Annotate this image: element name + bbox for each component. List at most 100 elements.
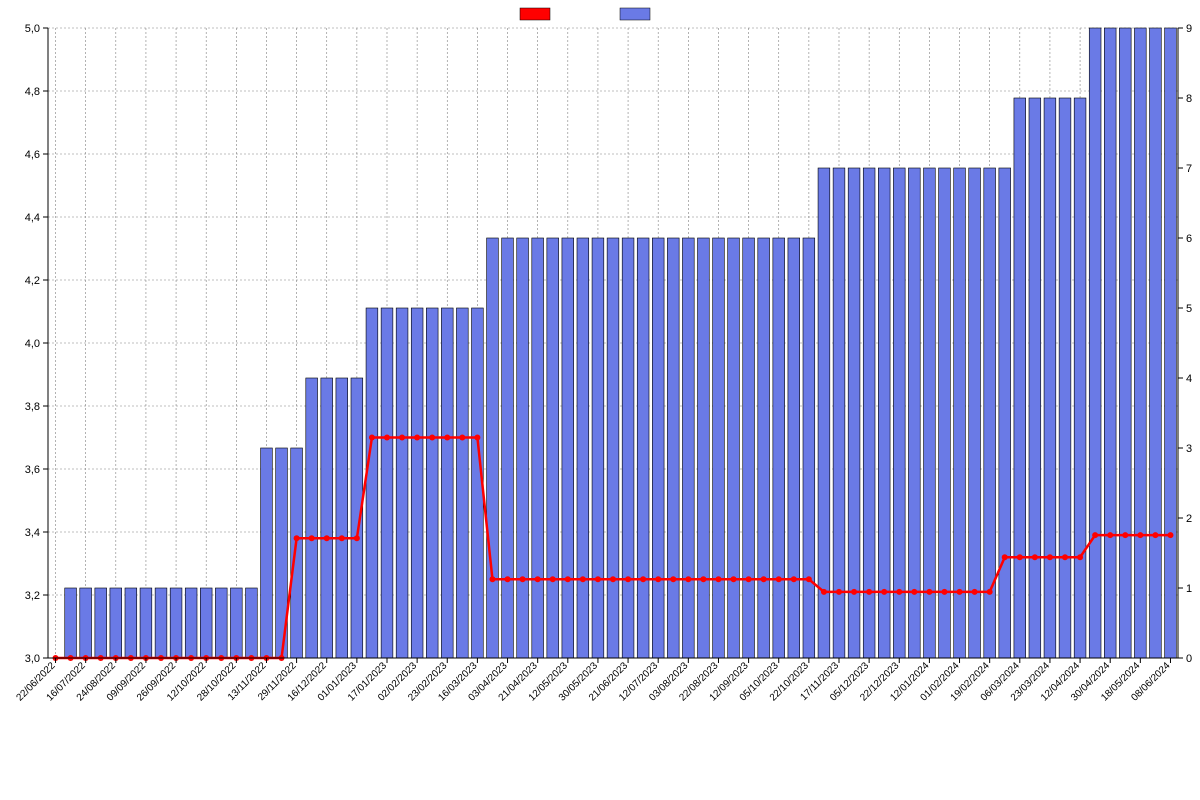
line-marker xyxy=(881,589,887,595)
bar xyxy=(954,168,966,658)
bar xyxy=(215,588,227,658)
bar xyxy=(758,238,770,658)
legend-line-swatch xyxy=(520,8,550,20)
line-marker xyxy=(866,589,872,595)
combo-chart: 3,03,23,43,63,84,04,24,44,64,85,00123456… xyxy=(0,0,1200,800)
bar xyxy=(246,588,258,658)
line-marker xyxy=(791,576,797,582)
line-marker xyxy=(746,576,752,582)
line-marker xyxy=(1152,532,1158,538)
line-marker xyxy=(580,576,586,582)
bar xyxy=(773,238,785,658)
bar xyxy=(140,588,152,658)
line-marker xyxy=(520,576,526,582)
chart-svg: 3,03,23,43,63,84,04,24,44,64,85,00123456… xyxy=(0,0,1200,800)
bar xyxy=(1014,98,1026,658)
right-axis-tick-label: 7 xyxy=(1186,163,1192,175)
bar xyxy=(411,308,423,658)
bar xyxy=(396,308,408,658)
line-marker xyxy=(565,576,571,582)
bar xyxy=(743,238,755,658)
line-marker xyxy=(1122,532,1128,538)
line-marker xyxy=(1062,554,1068,560)
bar xyxy=(487,238,499,658)
bar xyxy=(728,238,740,658)
line-marker xyxy=(309,535,315,541)
right-axis-tick-label: 2 xyxy=(1186,513,1192,525)
line-marker xyxy=(1077,554,1083,560)
bar xyxy=(200,588,212,658)
legend-bar-swatch xyxy=(620,8,650,20)
line-marker xyxy=(550,576,556,582)
bar xyxy=(848,168,860,658)
line-marker xyxy=(806,576,812,582)
bar xyxy=(939,168,951,658)
bar xyxy=(893,168,905,658)
bar xyxy=(1134,28,1146,658)
line-marker xyxy=(1167,532,1173,538)
bar xyxy=(833,168,845,658)
bar xyxy=(502,238,514,658)
bar xyxy=(80,588,92,658)
bar xyxy=(291,448,303,658)
line-marker xyxy=(625,576,631,582)
line-marker xyxy=(972,589,978,595)
line-marker xyxy=(911,589,917,595)
bar xyxy=(1074,98,1086,658)
line-marker xyxy=(896,589,902,595)
bar xyxy=(261,448,273,658)
line-marker xyxy=(369,435,375,441)
left-axis-tick-label: 5,0 xyxy=(25,23,40,35)
bar xyxy=(95,588,107,658)
line-marker xyxy=(384,435,390,441)
bar xyxy=(1089,28,1101,658)
bar xyxy=(652,238,664,658)
line-marker xyxy=(761,576,767,582)
line-marker xyxy=(836,589,842,595)
line-marker xyxy=(414,435,420,441)
line-marker xyxy=(1107,532,1113,538)
line-marker xyxy=(1092,532,1098,538)
line-marker xyxy=(610,576,616,582)
bar xyxy=(456,308,468,658)
line-marker xyxy=(941,589,947,595)
bar xyxy=(1150,28,1162,658)
line-marker xyxy=(294,535,300,541)
bar xyxy=(577,238,589,658)
bar xyxy=(863,168,875,658)
left-axis-tick-label: 4,0 xyxy=(25,338,40,350)
line-marker xyxy=(851,589,857,595)
line-marker xyxy=(640,576,646,582)
left-axis-tick-label: 4,2 xyxy=(25,275,40,287)
line-marker xyxy=(700,576,706,582)
bar xyxy=(517,238,529,658)
bar xyxy=(441,308,453,658)
line-marker xyxy=(354,535,360,541)
bar xyxy=(667,238,679,658)
line-marker xyxy=(821,589,827,595)
line-marker xyxy=(776,576,782,582)
line-marker xyxy=(926,589,932,595)
line-marker xyxy=(1047,554,1053,560)
bar xyxy=(230,588,242,658)
bar xyxy=(622,238,634,658)
bar xyxy=(878,168,890,658)
line-marker xyxy=(1002,554,1008,560)
line-marker xyxy=(339,535,345,541)
bar xyxy=(1044,98,1056,658)
left-axis-tick-label: 4,8 xyxy=(25,86,40,98)
bar xyxy=(818,168,830,658)
left-axis-tick-label: 3,2 xyxy=(25,590,40,602)
bar xyxy=(637,238,649,658)
line-marker xyxy=(444,435,450,441)
line-marker xyxy=(535,576,541,582)
bar xyxy=(532,238,544,658)
line-marker xyxy=(459,435,465,441)
line-marker xyxy=(505,576,511,582)
bar xyxy=(336,378,348,658)
line-marker xyxy=(324,535,330,541)
left-axis-tick-label: 3,4 xyxy=(25,527,40,539)
bar xyxy=(607,238,619,658)
line-marker xyxy=(957,589,963,595)
line-marker xyxy=(670,576,676,582)
